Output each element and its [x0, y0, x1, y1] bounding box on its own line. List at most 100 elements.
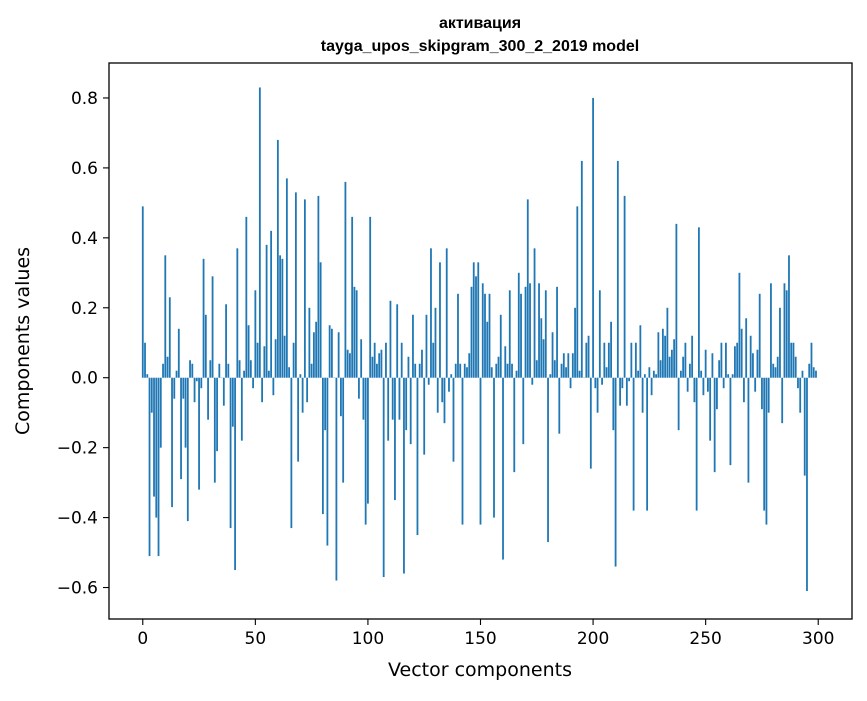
- bar-32: [214, 378, 216, 483]
- bar-43: [239, 360, 241, 377]
- bar-125: [423, 378, 425, 455]
- bar-208: [610, 322, 612, 378]
- bar-230: [660, 360, 662, 377]
- bar-282: [777, 357, 779, 378]
- bar-136: [448, 378, 450, 392]
- bar-157: [495, 364, 497, 378]
- bar-232: [664, 336, 666, 378]
- bar-295: [806, 378, 808, 591]
- bar-231: [662, 329, 664, 378]
- bar-297: [811, 343, 813, 378]
- bar-45: [243, 371, 245, 378]
- bar-219: [635, 343, 637, 378]
- bar-54: [263, 346, 265, 377]
- bar-251: [707, 378, 709, 392]
- bar-116: [403, 378, 405, 574]
- bar-181: [549, 374, 551, 378]
- x-tick-label: 150: [464, 629, 496, 649]
- x-tick-label: 300: [802, 629, 834, 649]
- bar-175: [536, 360, 538, 377]
- bar-173: [531, 378, 533, 385]
- bar-294: [804, 378, 806, 476]
- bar-268: [745, 318, 747, 377]
- bar-174: [534, 248, 536, 377]
- bar-142: [462, 378, 464, 525]
- bar-91: [347, 350, 349, 378]
- bar-203: [599, 290, 601, 377]
- bar-192: [574, 308, 576, 378]
- bar-75: [311, 364, 313, 378]
- bar-241: [684, 343, 686, 378]
- bar-48: [250, 360, 252, 377]
- x-tick-label: 250: [689, 629, 721, 649]
- bar-64: [286, 178, 288, 377]
- bar-250: [705, 350, 707, 378]
- bar-290: [795, 357, 797, 378]
- bar-4: [151, 378, 153, 413]
- bar-273: [757, 350, 759, 378]
- y-tick-label: 0.6: [71, 159, 98, 179]
- bar-235: [671, 350, 673, 378]
- bar-124: [421, 350, 423, 378]
- bar-72: [304, 199, 306, 377]
- bar-20: [187, 378, 189, 521]
- y-tick-label: −0.4: [57, 509, 98, 529]
- bar-249: [703, 378, 705, 395]
- bar-281: [775, 367, 777, 377]
- bar-264: [736, 343, 738, 378]
- bar-39: [230, 378, 232, 528]
- bar-190: [570, 378, 572, 388]
- bar-10: [164, 255, 166, 377]
- bar-117: [405, 378, 407, 430]
- chart-title-line2: tayga_upos_skipgram_300_2_2019 model: [321, 38, 639, 55]
- bar-89: [342, 378, 344, 483]
- bar-298: [813, 367, 815, 377]
- bar-24: [196, 378, 198, 382]
- bar-214: [624, 196, 626, 378]
- bar-140: [457, 294, 459, 378]
- bar-103: [374, 343, 376, 378]
- bar-12: [169, 297, 171, 377]
- bar-172: [529, 283, 531, 377]
- bar-68: [295, 192, 297, 377]
- bar-133: [441, 378, 443, 402]
- bar-261: [730, 378, 732, 465]
- bar-191: [572, 353, 574, 377]
- bar-23: [194, 378, 196, 402]
- bar-222: [642, 378, 644, 413]
- chart-title-line1: активация: [439, 15, 521, 32]
- bar-225: [648, 367, 650, 377]
- bar-132: [439, 262, 441, 377]
- bar-177: [540, 318, 542, 377]
- bar-258: [723, 378, 725, 388]
- bar-158: [498, 357, 500, 378]
- bar-189: [567, 353, 569, 377]
- bar-182: [552, 332, 554, 377]
- bar-113: [396, 304, 398, 377]
- bar-220: [637, 371, 639, 378]
- bar-205: [603, 343, 605, 378]
- bar-18: [182, 378, 184, 399]
- bar-209: [612, 378, 614, 430]
- bar-171: [527, 199, 529, 377]
- bar-149: [477, 262, 479, 377]
- bar-95: [356, 290, 358, 377]
- bar-243: [689, 364, 691, 378]
- bar-139: [455, 364, 457, 378]
- bar-102: [372, 357, 374, 378]
- bar-259: [725, 343, 727, 378]
- bar-106: [381, 350, 383, 378]
- bar-109: [387, 378, 389, 441]
- bar-285: [784, 283, 786, 377]
- bar-257: [721, 343, 723, 378]
- bar-37: [225, 304, 227, 377]
- bar-224: [646, 378, 648, 511]
- bar-98: [363, 378, 365, 420]
- bar-299: [815, 371, 817, 378]
- bar-194: [579, 371, 581, 378]
- bar-36: [223, 378, 225, 406]
- bar-187: [563, 353, 565, 377]
- bar-240: [682, 357, 684, 378]
- bar-179: [545, 290, 547, 377]
- bar-51: [257, 343, 259, 378]
